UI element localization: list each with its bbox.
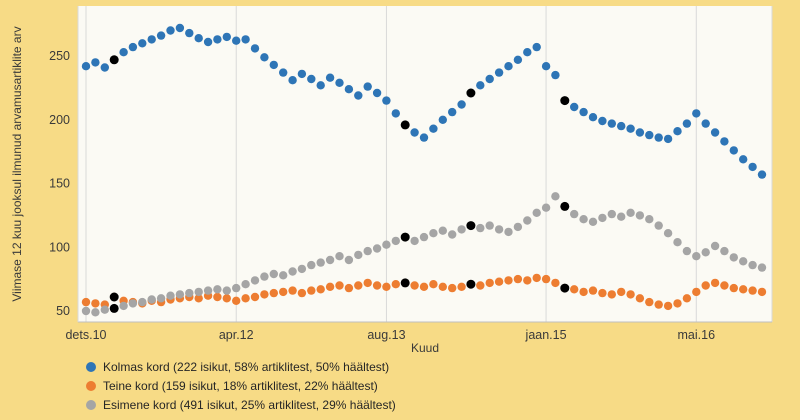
legend-item: Teine kord (159 isikut, 18% artiklitest,… xyxy=(86,376,396,395)
x-tick-label: mai.16 xyxy=(678,328,716,342)
y-tick-label: 250 xyxy=(49,49,70,63)
legend-bullet xyxy=(86,380,96,391)
legend-item: Kolmas kord (222 isikut, 58% artiklitest… xyxy=(86,357,396,376)
y-tick-label: 100 xyxy=(49,240,70,254)
legend-label: Kolmas kord (222 isikut, 58% artiklitest… xyxy=(103,359,390,374)
series-0 xyxy=(81,23,767,179)
legend: Kolmas kord (222 isikut, 58% artiklitest… xyxy=(86,357,396,414)
legend-item: Esimene kord (491 isikut, 25% artiklites… xyxy=(86,395,396,414)
legend-bullet xyxy=(86,361,96,372)
x-tick-label: apr.12 xyxy=(219,328,254,342)
legend-label: Esimene kord (491 isikut, 25% artiklites… xyxy=(103,397,396,412)
plot-area: 50 100 150 200 250 dets.10 apr.12 aug.13 jaan.15… xyxy=(49,6,773,342)
x-axis-title: Kuud xyxy=(410,341,440,355)
plot-background xyxy=(78,6,772,322)
y-tick-label: 200 xyxy=(49,113,70,127)
y-tick-label: 150 xyxy=(49,177,70,191)
x-tick-label: jaan.15 xyxy=(525,328,567,342)
legend-label: Teine kord (159 isikut, 18% artiklitest,… xyxy=(103,378,378,393)
legend-bullet xyxy=(86,399,96,410)
y-tick-label: 50 xyxy=(56,304,70,318)
y-tick-labels: 50 100 150 200 250 xyxy=(49,49,70,318)
x-tick-label: dets.10 xyxy=(65,328,106,342)
x-tick-labels: dets.10 apr.12 aug.13 jaan.15 mai.16 xyxy=(65,328,715,342)
x-tick-label: aug.13 xyxy=(367,328,405,342)
highlight-markers xyxy=(109,55,570,313)
gridlines xyxy=(85,6,773,322)
